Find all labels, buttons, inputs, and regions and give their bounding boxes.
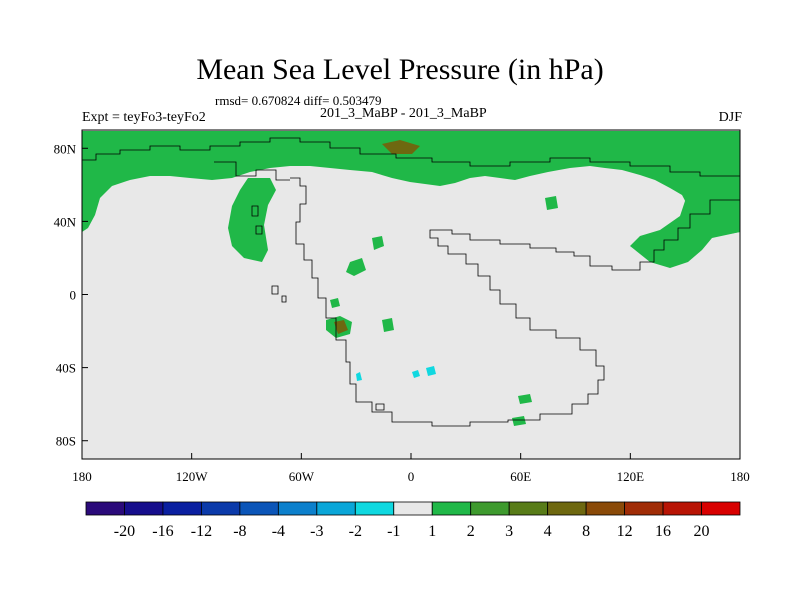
colorbar-label: -4 xyxy=(272,523,285,540)
colorbar-label: -3 xyxy=(310,523,323,540)
colorbar-label: -1 xyxy=(387,523,400,540)
map-frame xyxy=(81,129,741,460)
y-tick-label: 80N xyxy=(54,141,77,156)
x-tick-label: 0 xyxy=(408,469,415,484)
x-tick-label: 120E xyxy=(617,469,645,484)
colorbar-swatch xyxy=(162,501,202,516)
colorbar-label: 2 xyxy=(467,523,475,540)
colorbar-swatch xyxy=(470,501,510,516)
colorbar-swatch xyxy=(277,501,318,516)
colorbar-swatch xyxy=(431,501,472,516)
coastline-islands xyxy=(251,205,385,411)
colorbar-swatch xyxy=(547,501,587,516)
anomaly-north-america xyxy=(228,178,276,262)
arctic-gap xyxy=(480,186,530,212)
colorbar-label: -2 xyxy=(349,523,362,540)
colorbar-swatch xyxy=(124,501,164,516)
stats-text: rmsd= 0.670824 diff= 0.503479 xyxy=(215,93,382,108)
map-background xyxy=(82,130,740,459)
colorbar-swatch xyxy=(701,501,741,516)
colorbar-label: 20 xyxy=(694,523,710,540)
season-label: DJF xyxy=(718,110,742,125)
anomaly-arctic-band xyxy=(82,131,740,236)
anomaly-fields xyxy=(82,131,740,426)
colorbar-swatch xyxy=(508,501,549,516)
coastline-north-america-west xyxy=(214,161,290,181)
colorbar-label: 1 xyxy=(428,523,436,540)
anomaly-cyan-1 xyxy=(412,370,420,378)
chart-title: Mean Sea Level Pressure (in hPa) xyxy=(196,53,604,86)
anomaly-blob-7 xyxy=(512,416,526,426)
colorbar-label: 8 xyxy=(582,523,590,540)
y-tick-label: 0 xyxy=(70,288,77,303)
colorbar-swatch xyxy=(585,501,625,516)
anomaly-blob-1 xyxy=(372,236,384,250)
colorbar-swatch xyxy=(624,501,664,516)
anomaly-blob-4 xyxy=(330,298,340,308)
colorbar-swatch xyxy=(354,501,395,516)
period-label: 201_3_MaBP - 201_3_MaBP xyxy=(320,106,487,121)
anomaly-cyan-3 xyxy=(356,372,362,381)
y-tick-label: 40S xyxy=(56,361,76,376)
anomaly-blob-6 xyxy=(518,394,532,404)
colorbar-label: 4 xyxy=(544,523,552,540)
colorbar-label: 16 xyxy=(655,523,671,540)
colorbar-label: -12 xyxy=(191,523,212,540)
colorbar-swatch xyxy=(393,501,433,516)
x-tick-label: 120W xyxy=(176,469,209,484)
y-tick-label: 80S xyxy=(56,434,76,449)
y-tick-label: 40N xyxy=(54,214,77,229)
colorbar-swatch xyxy=(662,501,702,516)
colorbar-label: -20 xyxy=(114,523,135,540)
x-tick-label: 180 xyxy=(72,469,92,484)
colorbar-swatch xyxy=(85,501,125,516)
coastlines xyxy=(82,137,740,427)
colorbar-label: -16 xyxy=(152,523,173,540)
anomaly-cyan-2 xyxy=(426,366,436,376)
anomaly-east-asia xyxy=(630,186,740,268)
colorbar-swatch xyxy=(239,501,279,516)
x-tick-label: 60W xyxy=(289,469,315,484)
anomaly-blob-2 xyxy=(346,258,366,276)
x-axis-ticks: 180 120W 60W 0 60E 120E 180 xyxy=(72,453,750,484)
x-tick-label: 60E xyxy=(510,469,531,484)
x-tick-label: 180 xyxy=(730,469,750,484)
anomaly-brown-1 xyxy=(334,320,348,334)
coastline-americas xyxy=(290,177,740,427)
colorbar: -20 -16 -12 -8 -4 -3 -2 -1 1 2 3 4 8 12 16 20 xyxy=(85,501,741,540)
y-axis-ticks: 80N 40N 0 40S 80S xyxy=(54,141,88,449)
anomaly-blob-3 xyxy=(382,318,394,332)
anomaly-brown-2 xyxy=(382,140,420,154)
colorbar-label: 12 xyxy=(617,523,633,540)
colorbar-label: 3 xyxy=(505,523,513,540)
anomaly-blob-5 xyxy=(545,196,558,210)
colorbar-swatch xyxy=(201,501,241,516)
colorbar-swatch xyxy=(316,501,356,516)
colorbar-label: -8 xyxy=(233,523,246,540)
experiment-label: Expt = teyFo3-teyFo2 xyxy=(82,110,206,125)
coastline-north-border xyxy=(82,137,740,177)
